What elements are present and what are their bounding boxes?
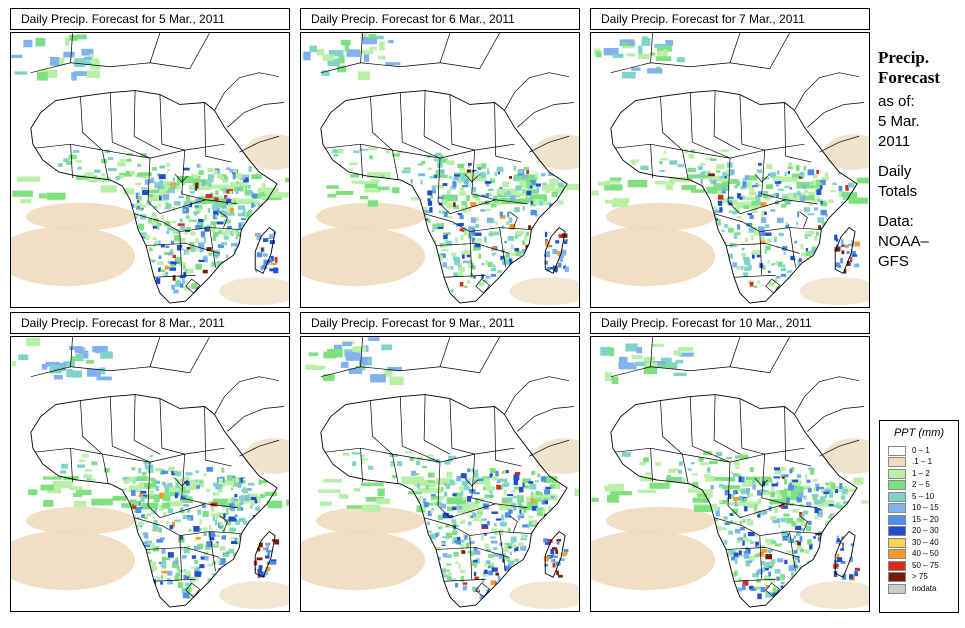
- panel-title: Daily Precip. Forecast for 8 Mar., 2011: [10, 312, 290, 334]
- legend-label: 40 – 50: [912, 549, 939, 559]
- legend-label: 50 – 75: [912, 560, 939, 570]
- precip-map: [300, 336, 580, 612]
- legend-swatch: [888, 537, 906, 548]
- forecast-panel: Daily Precip. Forecast for 6 Mar., 2011: [300, 8, 580, 308]
- precip-map: [590, 336, 870, 612]
- precip-map: [590, 32, 870, 308]
- sidebar-info: Precip. Forecast as of: 5 Mar. 2011 Dail…: [878, 48, 963, 272]
- panel-title: Daily Precip. Forecast for 9 Mar., 2011: [300, 312, 580, 334]
- legend-item: 10 – 15: [880, 503, 958, 515]
- panel-title: Daily Precip. Forecast for 5 Mar., 2011: [10, 8, 290, 30]
- legend-item: 1 – 2: [880, 468, 958, 480]
- precip-map: [10, 336, 290, 612]
- legend-label: 15 – 20: [912, 514, 939, 524]
- data-line1: Data:: [878, 213, 914, 230]
- totals-line1: Daily: [878, 163, 912, 180]
- forecast-panel: Daily Precip. Forecast for 8 Mar., 2011: [10, 312, 290, 612]
- legend-label: 20 – 30: [912, 526, 939, 536]
- legend-swatch: [888, 480, 906, 491]
- legend-swatch: [888, 491, 906, 502]
- forecast-panel: Daily Precip. Forecast for 7 Mar., 2011: [590, 8, 870, 308]
- legend-item: 30 – 40: [880, 537, 958, 549]
- legend-label: 2 – 5: [912, 480, 930, 490]
- asof-line3: 2011: [878, 133, 911, 150]
- precip-map: [10, 32, 290, 308]
- legend-swatch: [888, 503, 906, 514]
- legend-swatch: [888, 583, 906, 594]
- legend-item: 20 – 30: [880, 526, 958, 538]
- precip-map: [300, 32, 580, 308]
- legend-label: 0 – 1: [912, 445, 930, 455]
- legend-item: 5 – 10: [880, 491, 958, 503]
- legend-swatch: [888, 526, 906, 537]
- legend-item: 2 – 5: [880, 480, 958, 492]
- legend-swatch: [888, 514, 906, 525]
- legend-swatch: [888, 457, 906, 468]
- legend-item: 40 – 50: [880, 549, 958, 561]
- legend-title: PPT (mm): [893, 427, 945, 439]
- legend-swatch: [888, 572, 906, 583]
- legend-swatch: [888, 468, 906, 479]
- totals-line2: Totals: [878, 183, 918, 200]
- legend-item: 50 – 75: [880, 560, 958, 572]
- legend-label: 5 – 10: [912, 491, 935, 501]
- legend-item: 15 – 20: [880, 514, 958, 526]
- forecast-panel: Daily Precip. Forecast for 10 Mar., 2011: [590, 312, 870, 612]
- data-line2: NOAA–: [878, 233, 929, 250]
- legend-label: 1 – 2: [912, 468, 930, 478]
- legend-item: nodata: [880, 583, 958, 595]
- legend-swatch: [888, 445, 906, 456]
- panel-title: Daily Precip. Forecast for 6 Mar., 2011: [300, 8, 580, 30]
- legend-swatch: [888, 560, 906, 571]
- forecast-panel: Daily Precip. Forecast for 9 Mar., 2011: [300, 312, 580, 612]
- legend-swatch: [888, 549, 906, 560]
- data-line3: GFS: [878, 253, 909, 270]
- asof-line1: as of:: [878, 93, 915, 110]
- asof-line2: 5 Mar.: [878, 113, 920, 130]
- panel-title: Daily Precip. Forecast for 10 Mar., 2011: [590, 312, 870, 334]
- legend-label: > 75: [912, 572, 928, 582]
- legend-item: > 75: [880, 572, 958, 584]
- legend-label: 30 – 40: [912, 537, 939, 547]
- legend-label: nodata: [912, 583, 937, 593]
- sidebar-title-line1: Precip.: [878, 48, 930, 67]
- sidebar-title-line2: Forecast: [878, 68, 940, 87]
- panel-title: Daily Precip. Forecast for 7 Mar., 2011: [590, 8, 870, 30]
- legend-item: 0 – 1: [880, 445, 958, 457]
- legend-label: 10 – 15: [912, 503, 939, 513]
- legend-label: .1 – 1: [912, 457, 933, 467]
- legend-item: .1 – 1: [880, 457, 958, 469]
- forecast-panel: Daily Precip. Forecast for 5 Mar., 2011: [10, 8, 290, 308]
